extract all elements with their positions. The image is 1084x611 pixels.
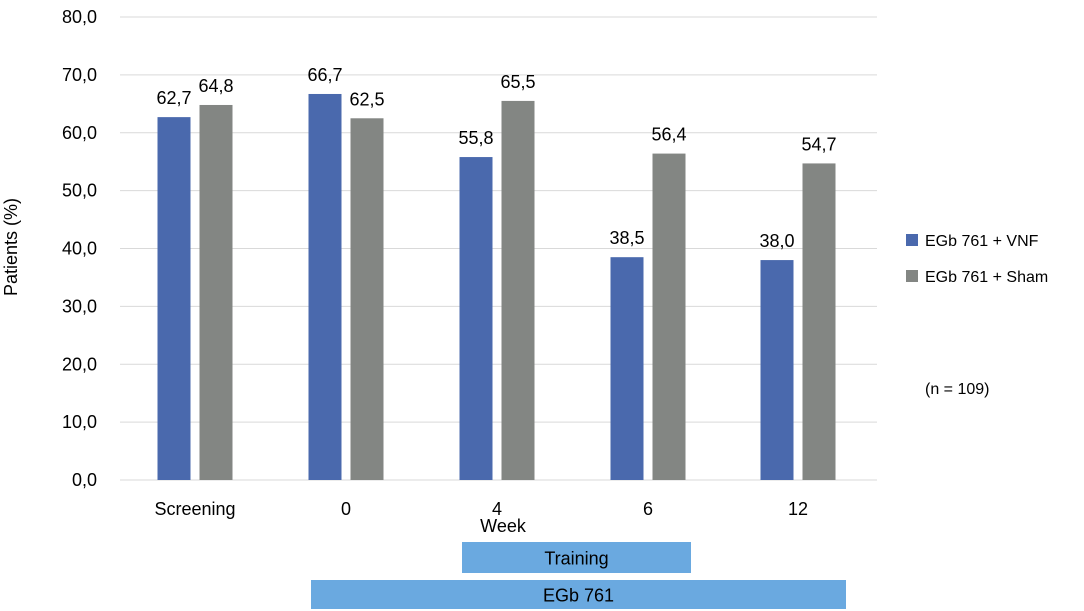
x-tick-label: 12 xyxy=(788,499,808,519)
value-label: 62,7 xyxy=(156,88,191,108)
value-label: 65,5 xyxy=(500,72,535,92)
bar-vnf-1 xyxy=(308,93,342,480)
legend-swatch xyxy=(906,234,918,246)
bar-sham-4 xyxy=(802,163,836,480)
y-tick-label: 30,0 xyxy=(62,296,97,316)
gridlines xyxy=(120,16,877,481)
bar-sham-0 xyxy=(199,104,233,480)
y-axis-label: Patients (%) xyxy=(1,198,21,296)
x-tick-label: Screening xyxy=(154,499,235,519)
period-bar-egb761 xyxy=(311,580,846,609)
legend-label: EGb 761 + Sham xyxy=(925,269,1048,286)
value-label: 62,5 xyxy=(349,89,384,109)
value-label: 64,8 xyxy=(198,76,233,96)
value-label: 54,7 xyxy=(801,134,836,154)
y-tick-label: 50,0 xyxy=(62,181,97,201)
legend: EGb 761 + VNF EGb 761 + Sham xyxy=(906,233,1048,286)
y-tick-label: 40,0 xyxy=(62,239,97,259)
bar-vnf-4 xyxy=(760,260,794,480)
y-tick-label: 20,0 xyxy=(62,354,97,374)
y-tick-label: 60,0 xyxy=(62,123,97,143)
value-label: 66,7 xyxy=(307,65,342,85)
bar-vnf-3 xyxy=(610,257,644,480)
value-label: 38,5 xyxy=(609,228,644,248)
period-bar-label: EGb 761 xyxy=(543,586,614,606)
period-bars: Training EGb 761 xyxy=(311,542,846,609)
bars xyxy=(157,93,836,480)
x-tick-label: 6 xyxy=(643,499,653,519)
period-bar-label: Training xyxy=(544,549,608,569)
value-label: 38,0 xyxy=(759,231,794,251)
x-axis-ticks: Screening 0 4 6 12 xyxy=(154,499,808,519)
bar-sham-1 xyxy=(350,118,384,480)
value-labels: 62,7 66,7 55,8 38,5 38,0 64,8 62,5 65,5 56,4 54,7 xyxy=(156,65,836,251)
value-label: 55,8 xyxy=(458,128,493,148)
legend-label: EGb 761 + VNF xyxy=(925,233,1039,250)
legend-swatch xyxy=(906,270,918,282)
bar-vnf-0 xyxy=(157,117,191,480)
y-tick-label: 70,0 xyxy=(62,65,97,85)
y-tick-label: 10,0 xyxy=(62,412,97,432)
sample-size-annotation: (n = 109) xyxy=(925,381,989,398)
value-label: 56,4 xyxy=(651,125,686,145)
x-axis-label: Week xyxy=(480,516,527,536)
y-axis-ticks: 0,0 10,0 20,0 30,0 40,0 50,0 60,0 70,0 80,0 xyxy=(62,7,97,490)
x-tick-label: 4 xyxy=(492,499,502,519)
bar-sham-2 xyxy=(501,100,535,480)
y-tick-label: 0,0 xyxy=(72,470,97,490)
bar-vnf-2 xyxy=(459,157,493,480)
y-tick-label: 80,0 xyxy=(62,7,97,27)
bar-sham-3 xyxy=(652,153,686,480)
x-tick-label: 0 xyxy=(341,499,351,519)
period-bar-training xyxy=(462,542,691,573)
